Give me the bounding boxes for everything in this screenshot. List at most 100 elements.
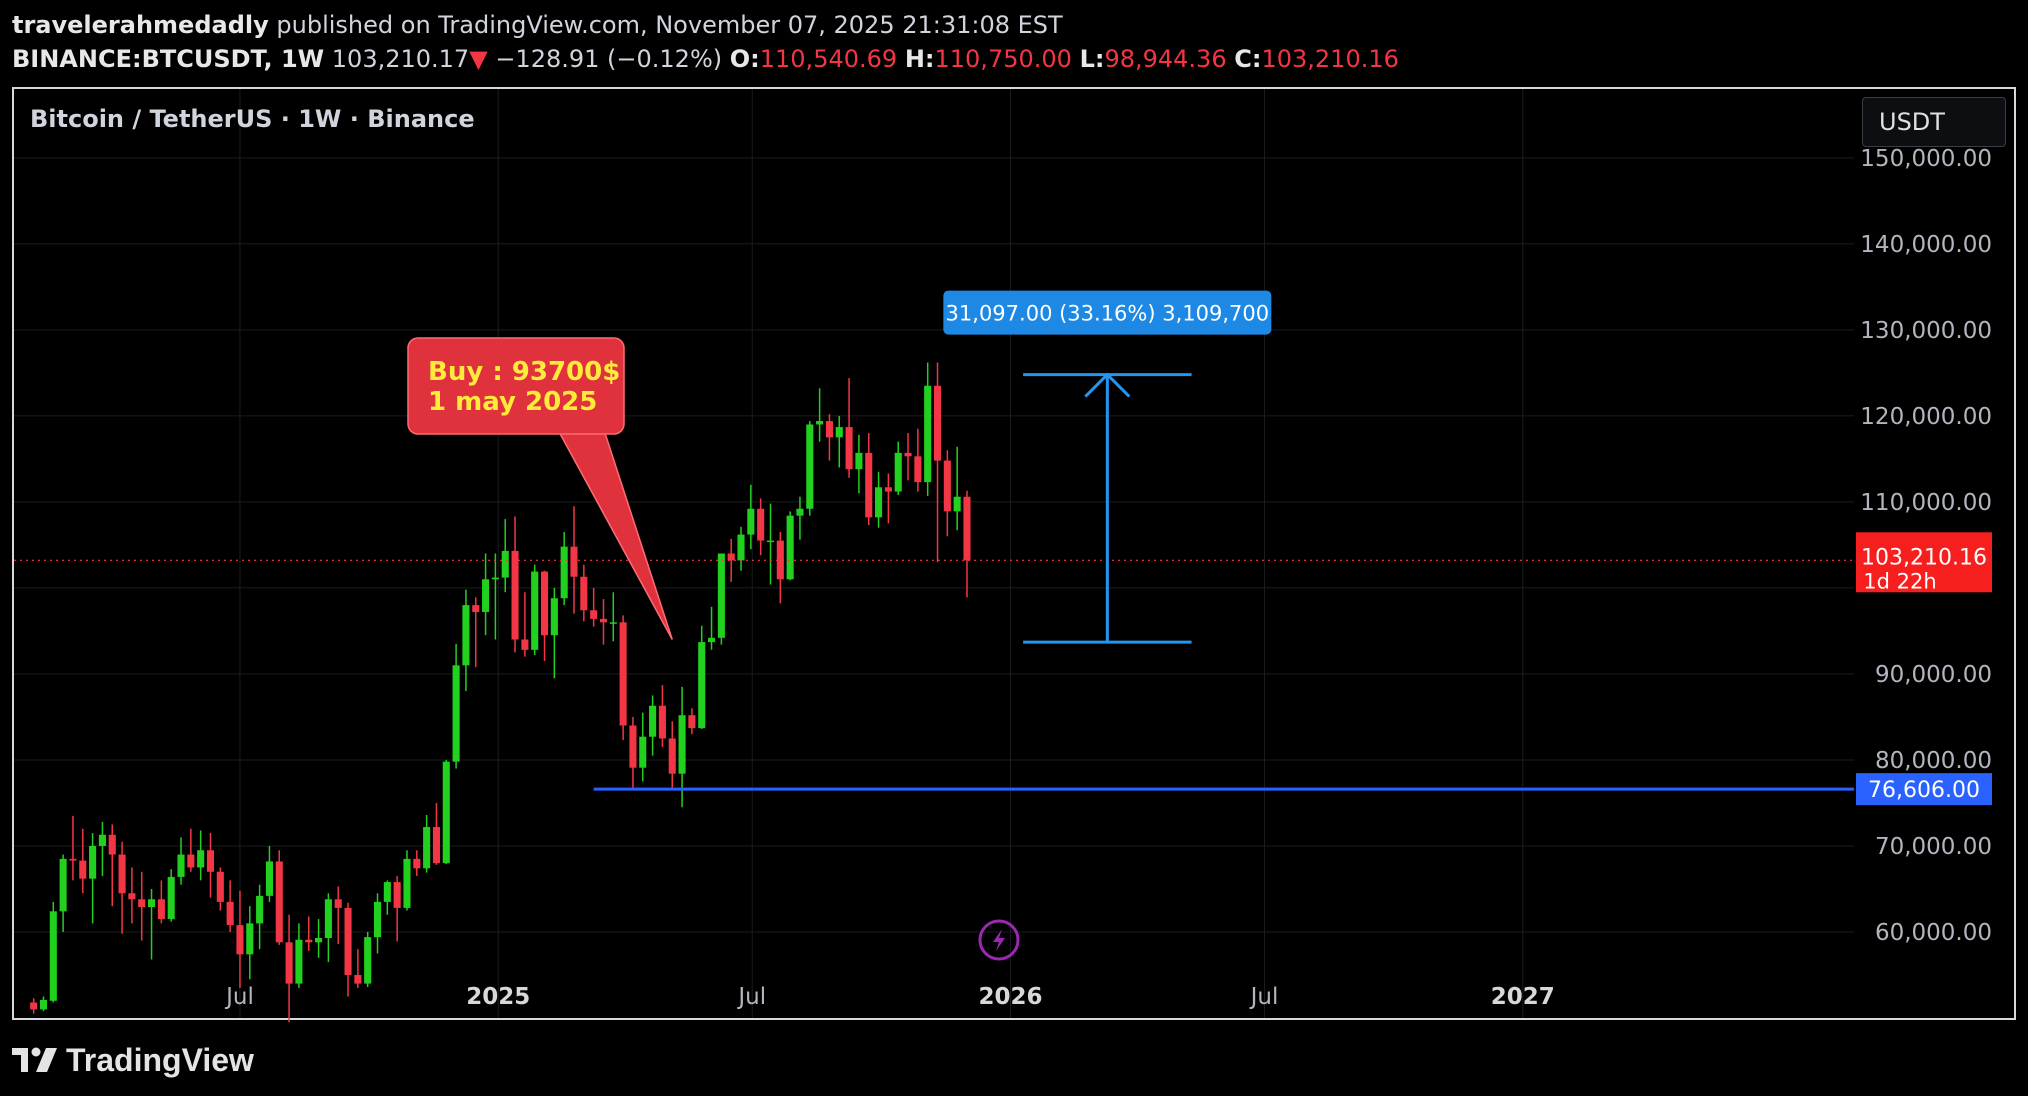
candle-body [570, 546, 578, 577]
ohlc-line: BINANCE:BTCUSDT, 1W 103,210.17▼ −128.91 … [12, 42, 2012, 76]
candle-body [580, 576, 588, 611]
open-value: 110,540.69 [759, 45, 898, 73]
candle-countdown: 1d 22h [1863, 569, 1936, 593]
callout-buy-text: Buy : 93700$ [428, 357, 620, 387]
candle-body [403, 858, 411, 908]
candle-body [747, 508, 755, 535]
candle-body [157, 899, 165, 920]
support-price-tag [1856, 773, 1992, 806]
candle-body [953, 496, 961, 512]
candle-body [796, 508, 804, 516]
candle-body [914, 456, 922, 483]
candle-body [511, 550, 519, 640]
candle-body [501, 550, 509, 578]
candle-body [757, 508, 765, 541]
candle-body [383, 882, 391, 902]
candle-body [128, 893, 136, 900]
candle-body [432, 827, 440, 864]
candle-body [639, 736, 647, 768]
candle-body [256, 895, 264, 924]
candle-body [79, 860, 87, 879]
candle-body [491, 577, 499, 580]
candle-body [904, 452, 912, 457]
candle-body [717, 553, 725, 638]
candle-body [315, 938, 323, 943]
candle-body [806, 424, 814, 509]
candle-body [845, 427, 853, 470]
candle-body [698, 642, 706, 729]
publish-header: travelerahmedadly published on TradingVi… [12, 8, 2012, 76]
candle-body [678, 715, 686, 774]
date-axis-label: 2026 [978, 984, 1042, 1010]
candle-body [167, 876, 175, 920]
candle-body [875, 487, 883, 518]
candle-body [825, 421, 833, 438]
grid-lines [14, 89, 1854, 1018]
candle-body [668, 738, 676, 774]
current-price-tag [1856, 532, 1992, 593]
tradingview-logo[interactable]: TradingView [12, 1040, 254, 1080]
candle-body [118, 854, 126, 894]
date-axis-label: Jul [1249, 984, 1279, 1010]
candle-body [275, 861, 283, 943]
price-change: −128.91 (−0.12%) [495, 45, 723, 73]
tradingview-logo-icon [12, 1047, 57, 1072]
candle-body [177, 854, 185, 877]
candle-body [766, 540, 775, 543]
current-price-tag-value: 103,210.16 [1861, 545, 1987, 570]
candle-body [619, 622, 627, 726]
candle-body [39, 999, 48, 1010]
last-price: 103,210.17 [331, 45, 470, 73]
candle-body [835, 427, 843, 438]
author-name[interactable]: travelerahmedadly [12, 11, 269, 39]
close-value: 103,210.16 [1261, 45, 1399, 73]
candle-body [472, 605, 480, 612]
currency-selector[interactable]: USDT [1862, 97, 2006, 147]
candle-body [187, 854, 195, 868]
date-axis-label: Jul [736, 984, 766, 1010]
candle-body [30, 1002, 38, 1010]
candle-body [531, 571, 539, 650]
candle-body [924, 385, 932, 483]
lightning-bolt-icon [993, 929, 1005, 951]
candle-body [649, 705, 657, 737]
candle-body [452, 665, 460, 762]
candle-body [521, 639, 529, 650]
candle-body [855, 452, 863, 470]
candle-body [423, 827, 431, 869]
chart-frame[interactable] [12, 87, 2016, 1020]
candle-body [285, 942, 293, 984]
measure-arrow-icon [1084, 372, 1131, 398]
drawings: 31,097.00 (33.16%) 3,109,700 Buy : 93700$… [14, 290, 1992, 961]
candle-body [89, 845, 97, 879]
candle-body [865, 452, 873, 518]
high-value: 110,750.00 [934, 45, 1072, 73]
price-axis-label: 70,000.00 [1875, 834, 1992, 860]
candle-body [609, 622, 617, 624]
candle-body [265, 861, 273, 896]
chart-symbol-title[interactable]: Bitcoin / TetherUS · 1W · Binance [30, 105, 475, 133]
price-axis-label: 110,000.00 [1860, 490, 1992, 516]
callout-date-text: 1 may 2025 [428, 387, 597, 417]
date-axis-label: 2025 [466, 984, 530, 1010]
candle-body [354, 974, 362, 984]
low-value: 98,944.36 [1104, 45, 1227, 73]
candle-body [658, 705, 666, 739]
price-axis-label: 90,000.00 [1875, 662, 1992, 688]
publish-line: travelerahmedadly published on TradingVi… [12, 8, 2012, 42]
candle-body [884, 487, 892, 492]
date-axis-label: Jul [224, 984, 254, 1010]
candle-body [98, 834, 106, 846]
candle-body [776, 540, 784, 580]
candle-body [197, 850, 205, 868]
date-axis-label: 2027 [1491, 984, 1555, 1010]
candle-body [226, 901, 234, 926]
candle-body [462, 605, 470, 666]
price-axis-label: 60,000.00 [1875, 920, 1992, 946]
candle-body [108, 834, 116, 855]
candle-body [943, 460, 951, 512]
candle-body [737, 534, 745, 561]
candle-body [246, 923, 254, 955]
candle-body [138, 899, 146, 908]
